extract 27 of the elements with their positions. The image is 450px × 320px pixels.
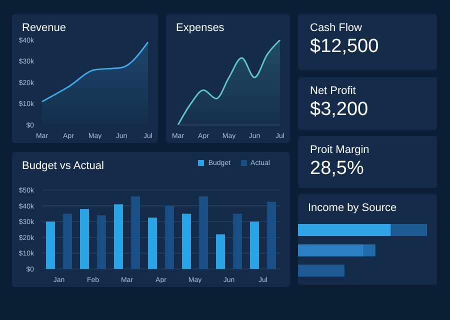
bar — [364, 244, 376, 256]
chart-title: Income by Source — [307, 201, 398, 216]
text: $12,500 — [310, 36, 380, 58]
bar — [148, 218, 157, 269]
bar — [114, 204, 123, 269]
chart-title: Expenses — [175, 21, 226, 36]
bar — [63, 214, 72, 269]
chart-title: Budget vs Actual — [22, 160, 104, 172]
bar — [80, 208, 89, 269]
bar — [298, 224, 391, 236]
chart-title: Revenue — [21, 21, 68, 36]
bar — [216, 234, 225, 269]
text: Proit Margin — [309, 143, 370, 158]
bar — [97, 215, 106, 269]
bar — [165, 206, 174, 269]
bar — [199, 196, 208, 269]
bar — [250, 222, 259, 269]
bar — [298, 244, 364, 256]
bar — [182, 214, 191, 269]
text: Cash Flow — [309, 21, 363, 36]
text: 28,5% — [310, 158, 365, 180]
text: Net Profit — [309, 84, 357, 99]
bar — [233, 214, 242, 269]
bar — [267, 202, 276, 269]
bar — [131, 196, 140, 269]
text: $3,200 — [310, 99, 370, 121]
bar — [46, 222, 55, 269]
